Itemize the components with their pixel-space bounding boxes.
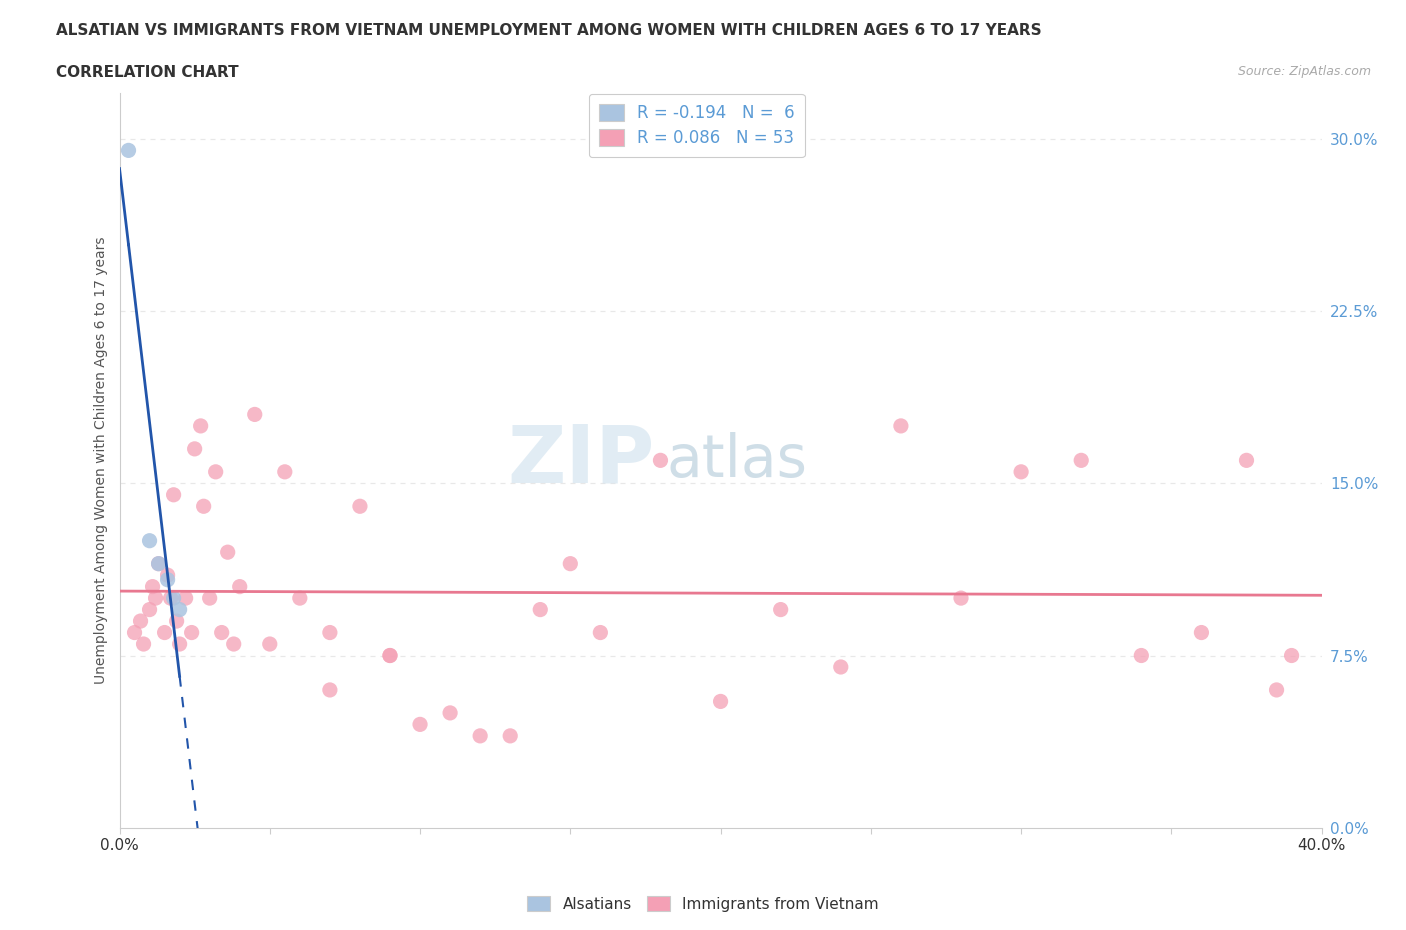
Point: [204, 464, 226, 479]
Point: [378, 648, 401, 663]
Point: [1130, 648, 1153, 663]
Point: [589, 625, 612, 640]
Point: [1265, 683, 1288, 698]
Point: [169, 602, 191, 617]
Point: [228, 579, 252, 594]
Point: [468, 728, 492, 743]
Point: [190, 418, 212, 433]
Text: ZIP: ZIP: [508, 421, 654, 499]
Y-axis label: Unemployment Among Women with Children Ages 6 to 17 years: Unemployment Among Women with Children A…: [94, 236, 108, 684]
Text: Source: ZipAtlas.com: Source: ZipAtlas.com: [1237, 65, 1371, 78]
Point: [222, 637, 245, 652]
Text: atlas: atlas: [666, 432, 807, 489]
Point: [183, 442, 205, 457]
Point: [1189, 625, 1212, 640]
Point: [1070, 453, 1092, 468]
Point: [650, 453, 672, 468]
Point: [409, 717, 432, 732]
Point: [142, 579, 165, 594]
Point: [319, 683, 342, 698]
Point: [174, 591, 197, 605]
Point: [166, 614, 188, 629]
Legend: Alsatians, Immigrants from Vietnam: Alsatians, Immigrants from Vietnam: [522, 889, 884, 918]
Point: [193, 498, 215, 513]
Point: [148, 556, 170, 571]
Point: [180, 625, 202, 640]
Point: [890, 418, 912, 433]
Point: [162, 591, 184, 605]
Point: [319, 625, 342, 640]
Point: [378, 648, 401, 663]
Point: [349, 498, 371, 513]
Point: [709, 694, 731, 709]
Point: [259, 637, 281, 652]
Point: [950, 591, 973, 605]
Point: [243, 407, 266, 422]
Point: [211, 625, 233, 640]
Point: [117, 143, 139, 158]
Legend: R = -0.194   N =  6, R = 0.086   N = 53: R = -0.194 N = 6, R = 0.086 N = 53: [589, 94, 804, 157]
Point: [1236, 453, 1258, 468]
Text: ALSATIAN VS IMMIGRANTS FROM VIETNAM UNEMPLOYMENT AMONG WOMEN WITH CHILDREN AGES : ALSATIAN VS IMMIGRANTS FROM VIETNAM UNEM…: [56, 23, 1042, 38]
Point: [159, 591, 181, 605]
Point: [560, 556, 582, 571]
Point: [153, 625, 176, 640]
Point: [499, 728, 522, 743]
Point: [529, 602, 551, 617]
Point: [138, 602, 160, 617]
Point: [148, 556, 170, 571]
Point: [769, 602, 792, 617]
Point: [145, 591, 167, 605]
Point: [132, 637, 155, 652]
Point: [274, 464, 297, 479]
Point: [156, 567, 179, 582]
Point: [1010, 464, 1032, 479]
Point: [124, 625, 146, 640]
Point: [198, 591, 221, 605]
Point: [169, 637, 191, 652]
Point: [439, 706, 461, 721]
Point: [129, 614, 152, 629]
Point: [288, 591, 311, 605]
Point: [162, 487, 184, 502]
Point: [1281, 648, 1303, 663]
Point: [156, 572, 179, 587]
Point: [830, 659, 852, 674]
Text: CORRELATION CHART: CORRELATION CHART: [56, 65, 239, 80]
Point: [138, 533, 160, 548]
Point: [217, 545, 239, 560]
